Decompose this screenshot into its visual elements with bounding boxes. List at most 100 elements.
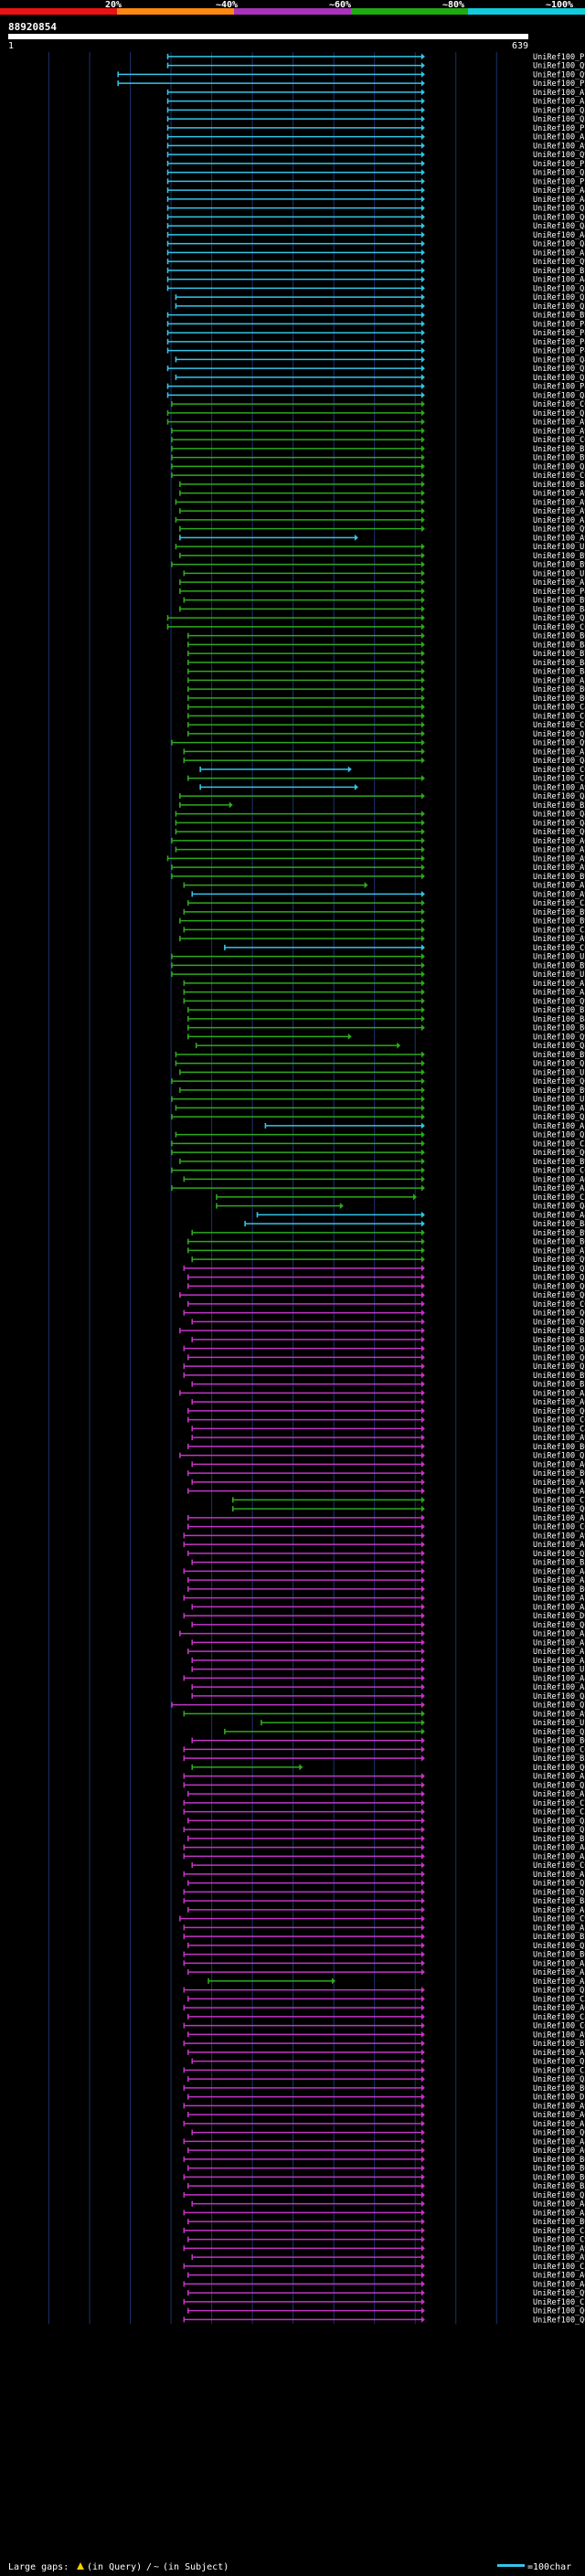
hit-label[interactable]: UniRef100_A5BI13 bbox=[533, 1977, 585, 1987]
hit-label[interactable]: UniRef100_A1BQP3 bbox=[533, 1122, 585, 1131]
hit-label[interactable]: UniRef100_B9LNL4 bbox=[533, 908, 585, 917]
hit-label[interactable]: UniRef100_B9SHA8 bbox=[533, 454, 585, 463]
hit-label[interactable]: UniRef100_Q5HWK1 bbox=[533, 169, 585, 178]
hit-label[interactable]: UniRef100_C5LMX9 bbox=[533, 2066, 585, 2075]
hit-label[interactable]: UniRef100_A7PDD0 bbox=[533, 516, 585, 525]
hit-label[interactable]: UniRef100_Q94CE4 bbox=[533, 525, 585, 535]
hit-label[interactable]: UniRef100_A5E823 bbox=[533, 1630, 585, 1639]
hit-label[interactable]: UniRef100_A2WT25 bbox=[533, 676, 585, 685]
hit-label[interactable]: UniRef100_P16016 bbox=[533, 124, 585, 133]
hit-label[interactable]: UniRef100_A4WN14 bbox=[533, 1567, 585, 1576]
hit-label[interactable]: UniRef100_Q2CCU6 bbox=[533, 1942, 585, 1951]
hit-label[interactable]: UniRef100_Q04855 bbox=[533, 828, 585, 837]
hit-label[interactable]: UniRef100_C5WS77 bbox=[533, 926, 585, 935]
hit-label[interactable]: UniRef100_Q9C0P5 bbox=[533, 1256, 585, 1265]
hit-label[interactable]: UniRef100_A3SIB4 bbox=[533, 1852, 585, 1861]
hit-label[interactable]: UniRef100_Q0C694 bbox=[533, 2129, 585, 2138]
hit-label[interactable]: UniRef100_B9RB26 bbox=[533, 597, 585, 606]
hit-label[interactable]: UniRef100_Q9RE03 bbox=[533, 2289, 585, 2298]
hit-label[interactable]: UniRef100_B6FG22 bbox=[533, 2165, 585, 2174]
hit-label[interactable]: UniRef100_Q5SS11 bbox=[533, 614, 585, 623]
hit-label[interactable]: UniRef100_Q84VS4 bbox=[533, 1042, 585, 1051]
hit-label[interactable]: UniRef100_A4D0K0 bbox=[533, 231, 585, 240]
hit-label[interactable]: UniRef100_Q5HQ03 bbox=[533, 106, 585, 115]
hit-label[interactable]: UniRef100_A7MFB4 bbox=[533, 89, 585, 98]
hit-label[interactable]: UniRef100_Q5NE21 bbox=[533, 462, 585, 472]
hit-label[interactable]: UniRef100_P46511 bbox=[533, 338, 585, 347]
hit-label[interactable]: UniRef100_C0HMT1 bbox=[533, 775, 585, 784]
hit-label[interactable]: UniRef100_Q9XBR9 bbox=[533, 62, 585, 71]
hit-label[interactable]: UniRef100_Q1QHH7 bbox=[533, 1888, 585, 1897]
hit-label[interactable]: UniRef100_A9PV59 bbox=[533, 935, 585, 944]
hit-label[interactable]: UniRef100_C4QTN0 bbox=[533, 1425, 585, 1434]
hit-label[interactable]: UniRef100_Q9KHR1 bbox=[533, 70, 585, 80]
hit-label[interactable]: UniRef100_B9SEE8 bbox=[533, 561, 585, 570]
hit-label[interactable]: UniRef100_Q8L833 bbox=[533, 1692, 585, 1701]
hit-label[interactable]: UniRef100_Q1YLZ5 bbox=[533, 2191, 585, 2200]
hit-label[interactable]: UniRef100_A7QNW5 bbox=[533, 882, 585, 891]
hit-label[interactable]: UniRef100_B5JZY0 bbox=[533, 1754, 585, 1764]
hit-label[interactable]: UniRef100_A4U1D8 bbox=[533, 1488, 585, 1497]
hit-label[interactable]: UniRef100_C5X2Q2 bbox=[533, 1140, 585, 1149]
hit-label[interactable]: UniRef100_Q2Y002 bbox=[533, 1265, 585, 1274]
hit-label[interactable]: UniRef100_P46510 bbox=[533, 347, 585, 356]
hit-label[interactable]: UniRef100_A4S8I7 bbox=[533, 276, 585, 285]
hit-label[interactable]: UniRef100_B9RJW4 bbox=[533, 1051, 585, 1060]
hit-label[interactable]: UniRef100_Q5HE20 bbox=[533, 205, 585, 214]
hit-label[interactable]: UniRef100_Q04452 bbox=[533, 213, 585, 222]
hit-label[interactable]: UniRef100_A4YXD5 bbox=[533, 1844, 585, 1853]
hit-label[interactable]: UniRef100_Q8W183 bbox=[533, 240, 585, 249]
hit-label[interactable]: UniRef100_A6GT39 bbox=[533, 2272, 585, 2281]
hit-label[interactable]: UniRef100_A9PDF7 bbox=[533, 419, 585, 428]
hit-label[interactable]: UniRef100_A1UE10 bbox=[533, 1871, 585, 1880]
hit-label[interactable]: UniRef100_C8QTN6 bbox=[533, 2013, 585, 2022]
hit-label[interactable]: UniRef100_B4F9L3 bbox=[533, 659, 585, 668]
hit-label[interactable]: UniRef100_A7YMR5 bbox=[533, 1790, 585, 1799]
hit-label[interactable]: UniRef100_Q4V8Y9 bbox=[533, 1345, 585, 1354]
hit-label[interactable]: UniRef100_A3VAW9 bbox=[533, 1683, 585, 1692]
hit-label[interactable]: UniRef100_A7PCZ8 bbox=[533, 1246, 585, 1256]
hit-label[interactable]: UniRef100_A9NNW6 bbox=[533, 534, 585, 543]
hit-label[interactable]: UniRef100_P40880 bbox=[533, 588, 585, 597]
hit-label[interactable]: UniRef100_A9H7K0 bbox=[533, 2102, 585, 2111]
hit-label[interactable]: UniRef100_B6BLP4 bbox=[533, 2173, 585, 2182]
hit-label[interactable]: UniRef100_B4F9E2 bbox=[533, 668, 585, 677]
hit-label[interactable]: UniRef100_C6TIN7 bbox=[533, 1167, 585, 1176]
hit-label[interactable]: UniRef100_A9FJ85 bbox=[533, 1532, 585, 1541]
hit-label[interactable]: UniRef100_A1C045 bbox=[533, 249, 585, 258]
hit-label[interactable]: UniRef100_A9IZE6 bbox=[533, 2030, 585, 2040]
hit-label[interactable]: UniRef100_A3STY9 bbox=[533, 1959, 585, 1968]
hit-label[interactable]: UniRef100_B9ZQ82 bbox=[533, 1229, 585, 1238]
hit-label[interactable]: UniRef100_B6VEH5 bbox=[533, 1737, 585, 1746]
hit-label[interactable]: UniRef100_Q2G062 bbox=[533, 302, 585, 312]
hit-label[interactable]: UniRef100_A9GHR7 bbox=[533, 2253, 585, 2263]
hit-label[interactable]: UniRef100_D1ND78 bbox=[533, 2094, 585, 2103]
hit-label[interactable]: UniRef100_B7ESF1 bbox=[533, 650, 585, 659]
hit-label[interactable]: UniRef100_Q0A2SB bbox=[533, 1282, 585, 1291]
hit-label[interactable]: UniRef100_P17067 bbox=[533, 53, 585, 62]
hit-label[interactable]: UniRef100_Q1P441 bbox=[533, 730, 585, 739]
hit-label[interactable]: UniRef100_A9P240 bbox=[533, 854, 585, 864]
hit-label[interactable]: UniRef100_A3V4X9 bbox=[533, 2209, 585, 2218]
hit-label[interactable]: UniRef100_Q5KF09 bbox=[533, 284, 585, 293]
hit-label[interactable]: UniRef100_A1TYH2 bbox=[533, 1648, 585, 1657]
hit-label[interactable]: UniRef100_C6Q3B8 bbox=[533, 1416, 585, 1426]
hit-label[interactable]: UniRef100_A9I127 bbox=[533, 864, 585, 873]
hit-label[interactable]: UniRef100_A6QN03 bbox=[533, 1175, 585, 1184]
hit-label[interactable]: UniRef100_C0P626 bbox=[533, 721, 585, 730]
hit-label[interactable]: UniRef100_A6FT43 bbox=[533, 1541, 585, 1550]
hit-label[interactable]: UniRef100_Q84T10 bbox=[533, 391, 585, 400]
hit-label[interactable]: UniRef100_B6V8H6 bbox=[533, 1238, 585, 1247]
hit-label[interactable]: UniRef100_A8I7M5 bbox=[533, 2200, 585, 2210]
hit-label[interactable]: UniRef100_B6U047 bbox=[533, 694, 585, 704]
hit-label[interactable]: UniRef100_A4D089 bbox=[533, 196, 585, 205]
hit-label[interactable]: UniRef100_B4FJ05 bbox=[533, 1015, 585, 1024]
hit-label[interactable]: UniRef100_P46513 bbox=[533, 383, 585, 392]
hit-label[interactable]: UniRef100_Q6Q1Y5 bbox=[533, 1309, 585, 1319]
hit-label[interactable]: UniRef100_Q0C6R2 bbox=[533, 1407, 585, 1416]
hit-label[interactable]: UniRef100_A1VDS2 bbox=[533, 1924, 585, 1933]
hit-label[interactable]: UniRef100_A5FWW5 bbox=[533, 1603, 585, 1612]
hit-label[interactable]: UniRef100_B9EF99 bbox=[533, 1372, 585, 1381]
hit-label[interactable]: UniRef100_B0UE36 bbox=[533, 2218, 585, 2227]
hit-label[interactable]: UniRef100_Q2SEJ7 bbox=[533, 1781, 585, 1790]
